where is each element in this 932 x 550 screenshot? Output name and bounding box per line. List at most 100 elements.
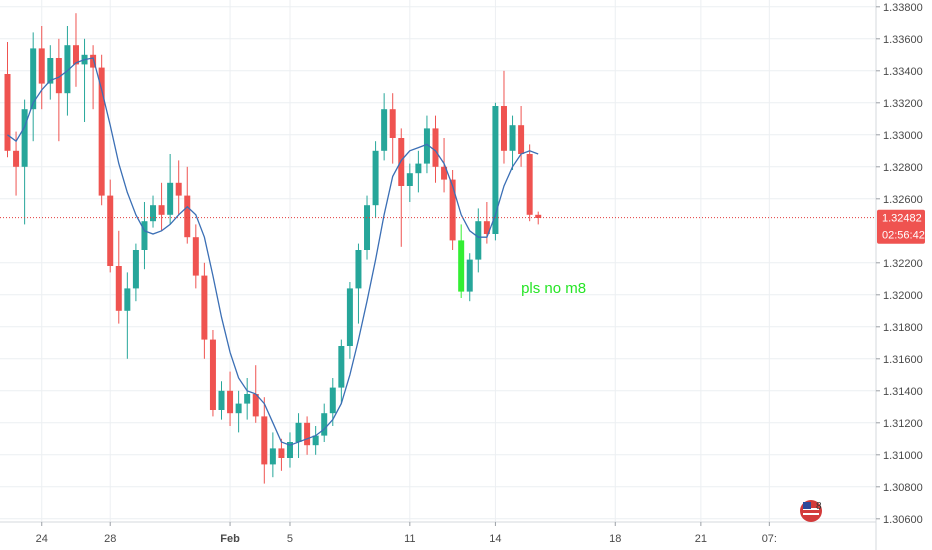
ma-line — [7, 57, 539, 446]
y-tick-label: 1.33200 — [883, 98, 923, 110]
candle-body — [518, 125, 525, 154]
candle — [500, 70, 507, 164]
candle — [278, 438, 285, 471]
candle-body — [13, 150, 20, 167]
chart-annotation: pls no m8 — [521, 280, 586, 297]
candle-body — [261, 416, 268, 465]
candle-body — [47, 58, 54, 84]
candle — [295, 413, 302, 458]
current-price-tag-bg — [877, 209, 925, 244]
candle — [90, 45, 97, 110]
candle — [458, 224, 465, 298]
candle-body — [423, 128, 430, 164]
y-tick-label: 1.32200 — [883, 258, 923, 270]
candle-body — [449, 179, 456, 241]
candles — [4, 13, 542, 484]
candle-body — [535, 214, 542, 218]
candle-body — [304, 422, 311, 446]
candle-body — [389, 109, 396, 138]
candle-body — [278, 448, 285, 458]
candle-body — [312, 435, 319, 446]
candle-body — [201, 275, 208, 340]
candle — [304, 416, 311, 455]
candle-body — [141, 221, 148, 250]
candle-body — [124, 288, 131, 311]
candle-body — [175, 182, 182, 196]
y-tick-label: 1.31200 — [883, 418, 923, 430]
candle — [192, 224, 199, 289]
candle — [21, 99, 28, 225]
x-tick-label: 24 — [36, 533, 48, 545]
candle — [312, 426, 319, 455]
grid — [0, 0, 876, 522]
candle — [535, 211, 542, 225]
candle-body — [295, 422, 302, 442]
candle-body — [218, 390, 225, 410]
candle-body — [492, 106, 499, 234]
candle — [107, 179, 114, 273]
candle-body — [483, 221, 490, 234]
current-price-tag: 1.32482 02:56:42 — [877, 209, 925, 244]
y-tick-label: 1.30800 — [883, 482, 923, 494]
x-tick-label: 07: — [762, 533, 777, 545]
candle-body — [286, 442, 293, 458]
candle-body — [235, 403, 242, 414]
candle — [364, 195, 371, 260]
candle-body — [355, 250, 362, 289]
candle-body — [372, 150, 379, 206]
candle — [261, 397, 268, 484]
candle-body — [90, 54, 97, 68]
candle — [4, 42, 11, 158]
candle — [526, 144, 533, 222]
price-axis[interactable]: 1.33800 1.33600 1.33400 1.33200 1.33000 1.328… — [876, 2, 923, 526]
candle-body — [398, 138, 405, 186]
candle-body — [526, 154, 533, 215]
candle-body — [150, 205, 157, 222]
candle-body — [475, 221, 482, 260]
candle — [72, 13, 79, 87]
candle-body — [55, 58, 62, 94]
candle — [150, 195, 157, 228]
candle — [13, 131, 20, 196]
candle — [184, 166, 191, 244]
candle-body — [321, 413, 328, 436]
time-axis[interactable]: 24 28 Feb 5 11 14 18 21 07: — [36, 522, 777, 545]
moving-average — [7, 57, 539, 446]
candle — [381, 93, 388, 161]
candle-body — [72, 45, 79, 65]
candle — [415, 150, 422, 193]
candle — [321, 403, 328, 442]
flag-stripe — [803, 513, 819, 515]
candle-body — [98, 67, 105, 196]
candle — [372, 141, 379, 218]
candle — [201, 262, 208, 359]
candle — [81, 38, 88, 122]
candle-body — [252, 394, 259, 417]
x-tick-label: 21 — [695, 533, 707, 545]
candle — [132, 243, 139, 302]
candle — [346, 282, 353, 359]
y-tick-label: 1.33000 — [883, 130, 923, 142]
candle — [55, 38, 62, 142]
candle — [389, 93, 396, 164]
candle-body — [107, 195, 114, 266]
candle-body — [132, 250, 139, 289]
y-tick-label: 1.32000 — [883, 290, 923, 302]
candle-body — [364, 205, 371, 250]
y-tick-label: 1.32800 — [883, 162, 923, 174]
candle-body — [38, 48, 45, 84]
candle-body — [64, 45, 71, 94]
badge-count: 8 — [816, 501, 822, 512]
candle-body — [458, 240, 465, 292]
y-tick-label: 1.31800 — [883, 322, 923, 334]
candle — [398, 128, 405, 247]
flag-badge-icon: 8 — [800, 500, 822, 522]
candle-body — [406, 173, 413, 186]
candle — [124, 272, 131, 359]
candle-body — [4, 74, 11, 151]
y-tick-label: 1.32600 — [883, 194, 923, 206]
candle-body — [415, 163, 422, 174]
candle-body — [227, 390, 234, 414]
candle — [338, 339, 345, 404]
